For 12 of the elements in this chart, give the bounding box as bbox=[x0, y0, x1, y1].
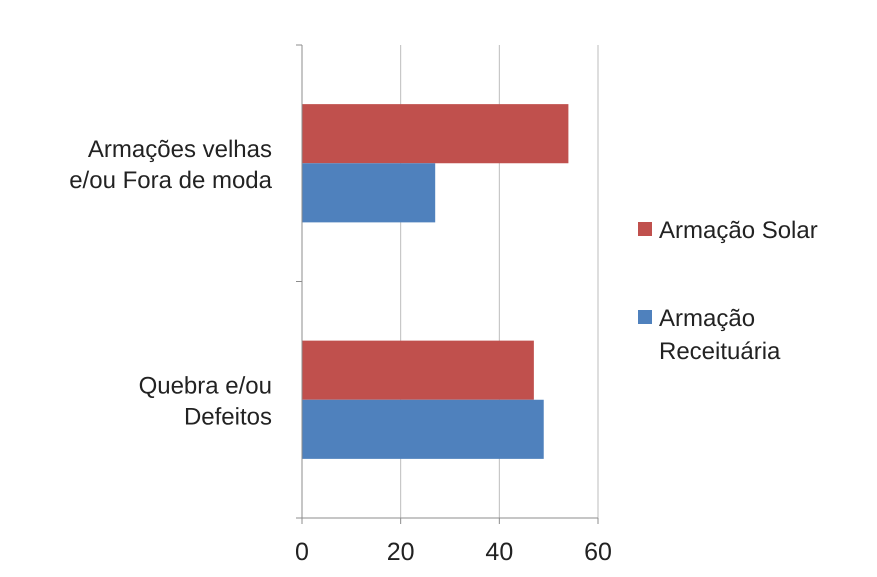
x-tick-label: 60 bbox=[584, 538, 612, 566]
legend-label: Armação Receituária bbox=[659, 305, 782, 365]
bar bbox=[302, 163, 436, 222]
y-tick-label: Armações velhas e/ou Fora de moda bbox=[69, 136, 273, 194]
bar bbox=[302, 340, 534, 400]
bar bbox=[302, 400, 544, 459]
x-tick-label: 20 bbox=[386, 538, 415, 566]
x-tick-label: 40 bbox=[485, 538, 514, 566]
x-tick-label: 0 bbox=[295, 538, 309, 566]
y-tick-label: Quebra e/ou Defeitos bbox=[138, 372, 272, 430]
legend-label: Armação Solar bbox=[659, 217, 818, 244]
bar bbox=[302, 104, 568, 164]
